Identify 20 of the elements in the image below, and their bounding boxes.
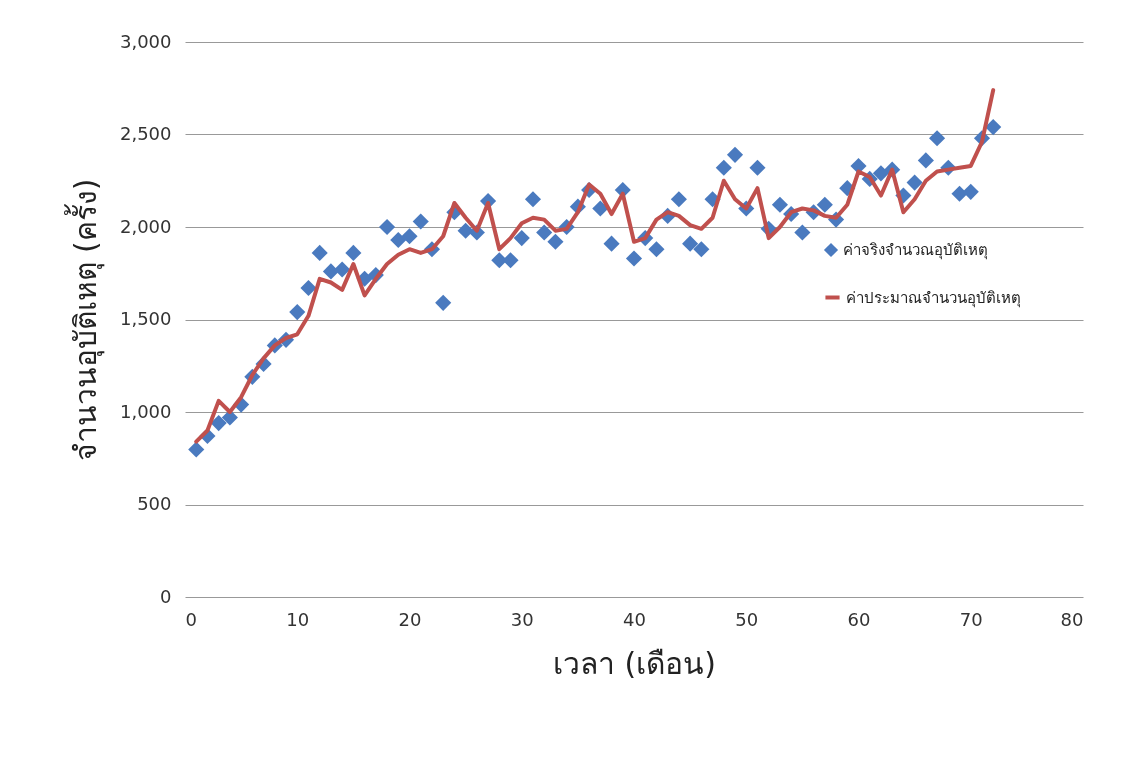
y-tick-label: 2,500 xyxy=(119,123,172,144)
y-tick-label: 2,000 xyxy=(119,215,172,237)
x-tick-label: 80 xyxy=(1060,608,1084,630)
x-tick-label: 40 xyxy=(623,608,646,630)
x-tick-label: 10 xyxy=(286,608,310,630)
x-tick-label: 60 xyxy=(847,608,871,630)
x-tick-label: 50 xyxy=(735,608,759,630)
y-tick-label: 1,500 xyxy=(119,308,172,329)
y-tick-label: 500 xyxy=(137,493,172,514)
x-tick-label: 0 xyxy=(185,608,197,630)
y-tick-label: 3,000 xyxy=(119,30,172,52)
y-tick-label: 1,000 xyxy=(119,400,172,422)
x-tick-label: 30 xyxy=(510,608,534,630)
y-tick-label: 0 xyxy=(160,585,172,607)
x-tick-label: 70 xyxy=(959,608,983,630)
x-axis-title: เวลา (เดือน) xyxy=(553,645,716,681)
legend-label: ค่าจริงจำนวณอุบัติเหตุ xyxy=(843,241,988,260)
y-axis-title: จำนวนอุบัติเหตุ (ครั้ง) xyxy=(63,178,105,462)
legend-label: ค่าประมาณจำนวนอุบัติเหตุ xyxy=(846,288,1021,308)
x-tick-label: 20 xyxy=(398,608,422,630)
